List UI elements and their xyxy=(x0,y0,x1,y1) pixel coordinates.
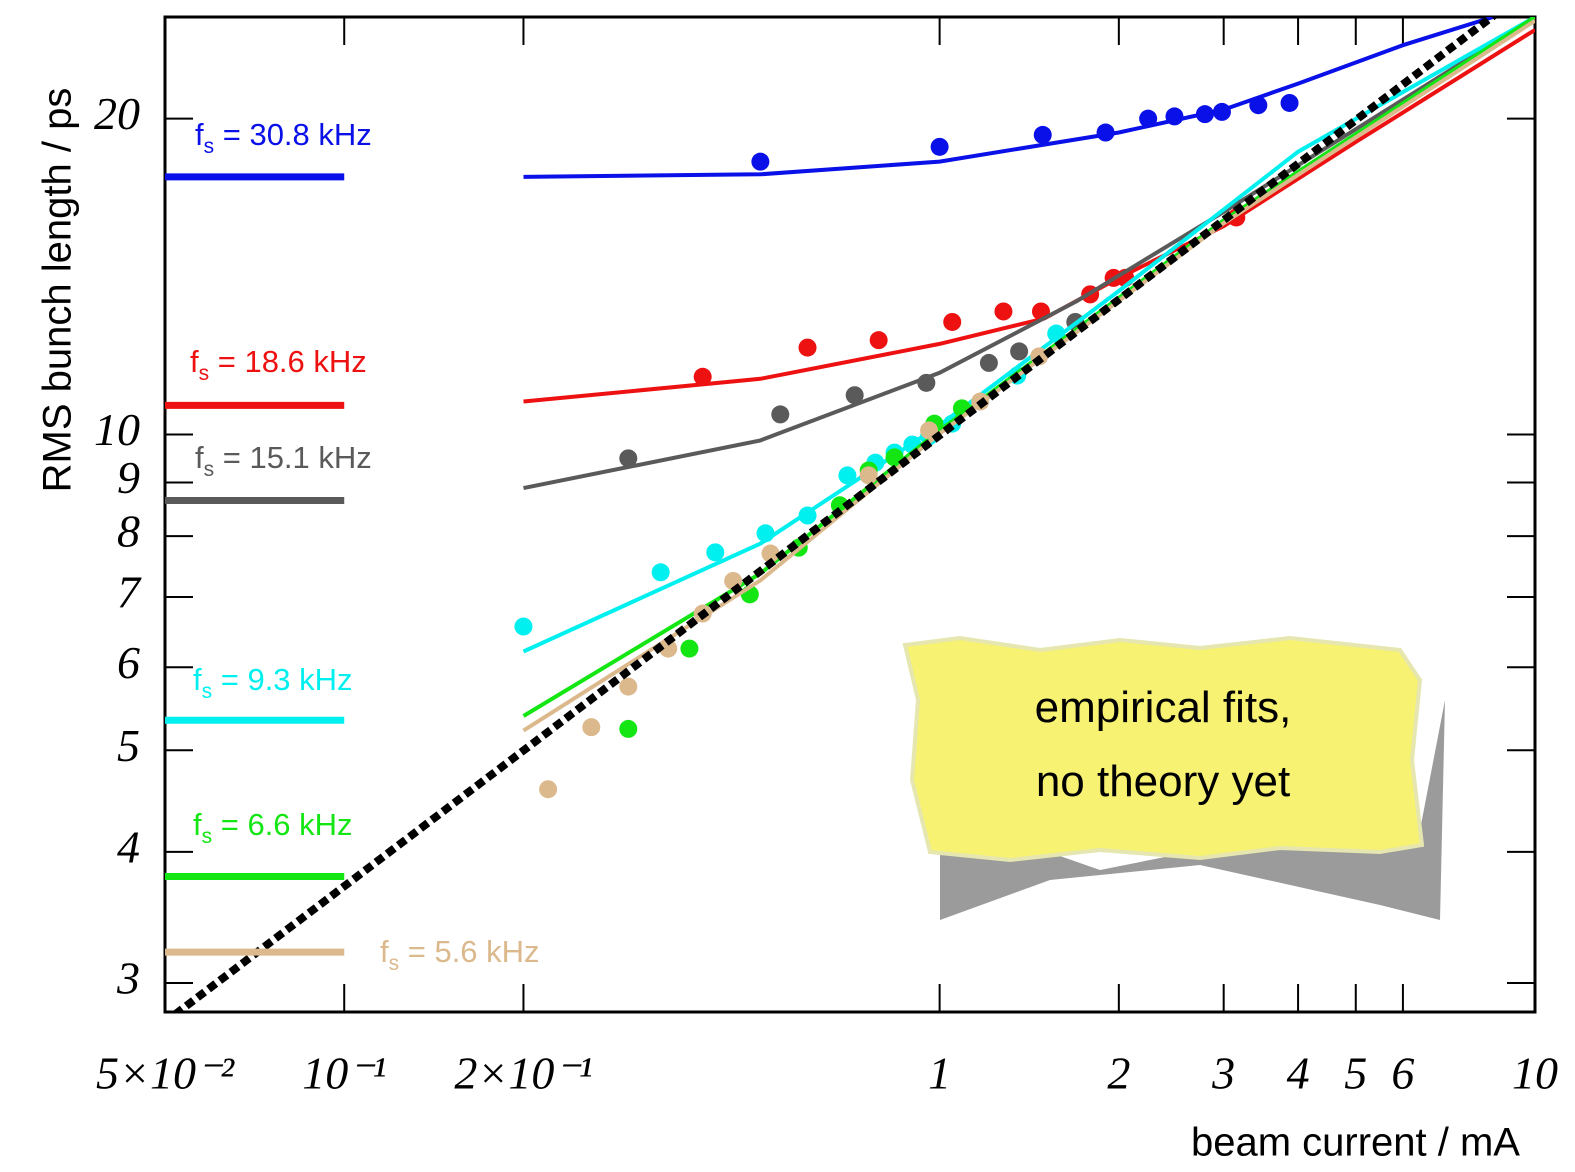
y-tick-label: 5 xyxy=(117,720,140,771)
note: empirical fits, no theory yet xyxy=(902,635,1445,920)
y-tick-label: 6 xyxy=(117,637,140,688)
legend-label: fs = 5.6 kHz xyxy=(380,934,540,975)
y-tick-label: 9 xyxy=(117,452,140,503)
data-point xyxy=(582,718,601,737)
x-tick-label: 1 xyxy=(928,1048,951,1099)
data-point xyxy=(838,466,857,485)
annotation: empirical fits, xyxy=(1035,683,1292,732)
x-tick-label: 10 xyxy=(1512,1048,1558,1099)
data-point xyxy=(693,367,712,386)
x-tick-label: 5 xyxy=(1344,1048,1367,1099)
legend-label: fs = 30.8 kHz xyxy=(195,117,372,158)
data-point xyxy=(1249,96,1268,115)
data-point xyxy=(798,506,817,525)
reference-line xyxy=(172,17,1499,1012)
x-tick-label: 10⁻¹ xyxy=(302,1048,386,1099)
y-tick-label: 7 xyxy=(117,567,142,618)
x-tick-label: 6 xyxy=(1391,1048,1414,1099)
data-point xyxy=(706,543,725,562)
plot-frame xyxy=(163,15,1537,1014)
data-point xyxy=(1165,107,1184,126)
data-point xyxy=(1139,109,1158,128)
data-point xyxy=(771,405,790,424)
data-point xyxy=(994,302,1013,321)
data-point xyxy=(1195,105,1214,124)
y-axis-label: RMS bunch length / ps xyxy=(36,88,80,493)
x-axis-label: beam current / mA xyxy=(1191,1121,1520,1165)
data-point xyxy=(869,331,888,350)
fit-line xyxy=(523,17,1494,179)
data-point xyxy=(761,544,780,563)
data-point xyxy=(917,373,936,392)
data-point xyxy=(979,353,998,372)
plot-area xyxy=(172,17,1535,1012)
x-tick-label: 4 xyxy=(1287,1048,1310,1099)
y-tick-label: 8 xyxy=(117,506,140,557)
x-tick-label: 2×10⁻¹ xyxy=(454,1048,592,1099)
data-point xyxy=(619,677,638,696)
legend-label: fs = 9.3 kHz xyxy=(193,662,353,703)
data-point xyxy=(680,639,699,658)
y-tick-label: 10 xyxy=(94,404,140,455)
data-point xyxy=(1096,123,1115,142)
data-point xyxy=(651,563,670,582)
data-point xyxy=(943,312,962,331)
data-point xyxy=(514,617,533,636)
legend-label: fs = 18.6 kHz xyxy=(190,344,367,385)
data-point xyxy=(1212,102,1231,121)
y-tick-label: 20 xyxy=(94,88,140,139)
data-point xyxy=(619,449,638,468)
data-point xyxy=(798,338,817,357)
annotation: no theory yet xyxy=(1036,757,1290,806)
x-tick-label: 5×10⁻² xyxy=(96,1048,235,1099)
legend-label: fs = 15.1 kHz xyxy=(195,440,372,481)
data-point xyxy=(1280,93,1299,112)
data-point xyxy=(619,719,638,738)
y-tick-label: 3 xyxy=(116,953,140,1004)
data-point xyxy=(539,780,558,799)
fit-line xyxy=(523,17,1535,491)
data-point xyxy=(659,639,678,658)
data-point xyxy=(1010,342,1029,361)
data-point xyxy=(859,466,878,485)
data-point xyxy=(1033,125,1052,144)
data-point xyxy=(930,137,949,156)
y-tick-label: 4 xyxy=(117,821,140,872)
data-point xyxy=(751,152,770,171)
legend-label: fs = 6.6 kHz xyxy=(193,807,353,848)
fit-line xyxy=(523,28,1535,404)
data-point xyxy=(845,386,864,405)
data-point xyxy=(1047,324,1066,343)
x-tick-label: 2 xyxy=(1107,1048,1130,1099)
data-point xyxy=(756,524,775,543)
x-tick-label: 3 xyxy=(1211,1048,1235,1099)
